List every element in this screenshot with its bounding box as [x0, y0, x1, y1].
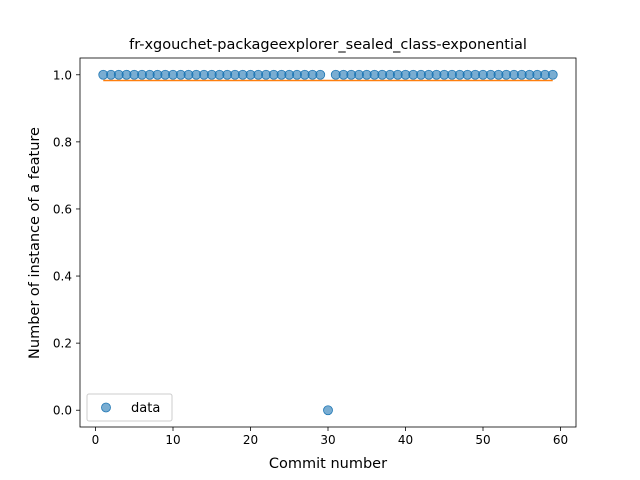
- x-tick-label: 10: [165, 433, 180, 447]
- data-point: [547, 69, 558, 80]
- y-tick-label: 0.0: [53, 404, 72, 418]
- x-tick-label: 0: [92, 433, 100, 447]
- x-tick-label: 40: [398, 433, 413, 447]
- x-tick-label: 60: [553, 433, 568, 447]
- legend-box: [86, 393, 173, 422]
- y-axis-label: Number of instance of a feature: [27, 127, 43, 359]
- y-tick-label: 0.4: [53, 270, 72, 284]
- data-point: [323, 405, 333, 416]
- chart-title: fr-xgouchet-packageexplorer_sealed_class…: [129, 37, 527, 53]
- x-axis-label: Commit number: [269, 456, 387, 472]
- x-tick-label: 30: [320, 433, 335, 447]
- y-tick-label: 0.8: [53, 135, 72, 149]
- x-tick-label: 20: [243, 433, 258, 447]
- legend-label: data: [131, 401, 160, 416]
- y-tick-label: 0.2: [53, 337, 72, 351]
- y-tick-label: 1.0: [53, 68, 72, 82]
- data-point: [315, 69, 326, 80]
- x-tick-label: 50: [475, 433, 490, 447]
- axes-frame: [79, 57, 577, 428]
- plot-area: 0 10 20 30 40 50 60 0.0 0.2 0.4 0.6 0.8 1.0: [53, 57, 577, 447]
- y-tick-label: 0.6: [53, 202, 72, 216]
- legend: data: [86, 393, 173, 422]
- legend-marker: [101, 402, 111, 413]
